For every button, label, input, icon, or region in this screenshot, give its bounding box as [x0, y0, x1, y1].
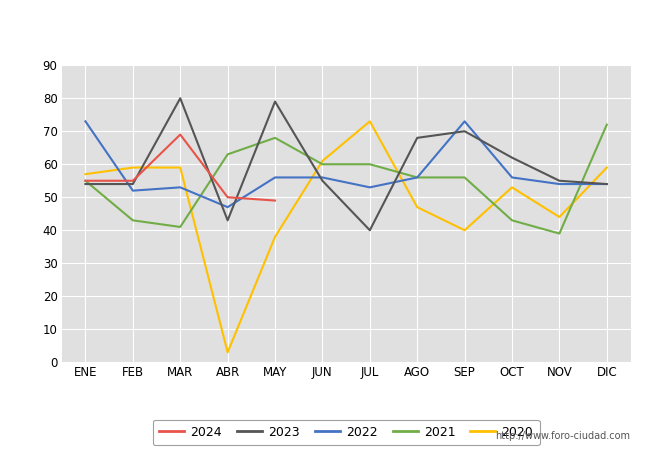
Text: http://www.foro-ciudad.com: http://www.foro-ciudad.com — [495, 431, 630, 441]
Legend: 2024, 2023, 2022, 2021, 2020: 2024, 2023, 2022, 2021, 2020 — [153, 419, 540, 445]
Text: Matriculaciones de Vehiculos en Los Barrios: Matriculaciones de Vehiculos en Los Barr… — [144, 7, 506, 25]
